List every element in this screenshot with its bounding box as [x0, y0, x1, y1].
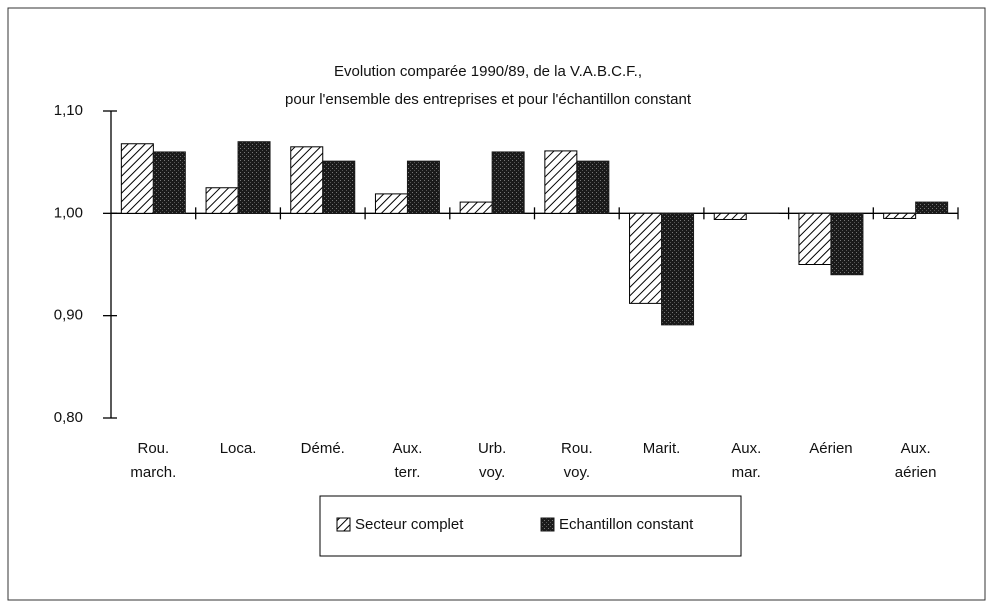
x-tick-label-line: mar.: [732, 464, 761, 481]
x-tick-label-line: Rou.: [561, 440, 593, 457]
bar: [576, 160, 610, 214]
x-tick-label: Aux. terr.: [392, 440, 422, 481]
legend-swatch: [540, 517, 555, 532]
chart-title: pour l'ensemble des entreprises et pour …: [285, 91, 692, 108]
bar: [152, 151, 186, 214]
x-tick-label-line: Démé.: [301, 440, 345, 457]
x-tick-label-line: Rou.: [138, 440, 170, 457]
x-tick-label-line: Urb.: [478, 440, 506, 457]
bar: [459, 201, 493, 214]
x-tick-label: Démé.: [301, 440, 345, 457]
x-tick-label-line: Aérien: [809, 440, 852, 457]
x-tick-label: Rou. voy.: [561, 440, 593, 481]
bar: [544, 150, 578, 214]
bar: [915, 201, 949, 214]
bar: [120, 143, 154, 214]
x-tick-label-line: aérien: [895, 464, 937, 481]
bar: [290, 146, 324, 214]
x-tick-label-line: Aux.: [392, 440, 422, 457]
x-tick-label: Aérien: [809, 440, 852, 457]
x-tick-label-line: Loca.: [220, 440, 257, 457]
x-tick-label-line: Aux.: [901, 440, 931, 457]
bar: [491, 151, 525, 214]
bar: [629, 212, 663, 304]
x-tick-label: Rou. march.: [130, 440, 176, 481]
bar: [661, 212, 695, 326]
x-tick-label-line: Aux.: [731, 440, 761, 457]
bar: [374, 193, 408, 214]
chart-title: Evolution comparée 1990/89, de la V.A.B.…: [334, 63, 642, 80]
y-tick-label: 0,80: [54, 409, 83, 426]
y-tick-label: 1,00: [54, 204, 83, 221]
bar: [406, 160, 440, 214]
x-tick-label: Loca.: [220, 440, 257, 457]
y-tick-label: 1,10: [54, 102, 83, 119]
y-tick-label: 0,90: [54, 307, 83, 324]
legend-label: Echantillon constant: [559, 516, 694, 533]
x-tick-label: Aux. aérien: [895, 440, 937, 481]
x-tick-label-line: march.: [130, 464, 176, 481]
bar: [205, 187, 239, 214]
x-tick-label: Aux. mar.: [731, 440, 761, 481]
bar: [798, 212, 832, 265]
x-tick-label-line: terr.: [395, 464, 421, 481]
bar: [237, 141, 271, 214]
x-tick-label-line: Marit.: [643, 440, 681, 457]
x-tick-label: Marit.: [643, 440, 681, 457]
bar: [883, 212, 917, 219]
x-tick-label-line: voy.: [479, 464, 505, 481]
legend-box: [319, 495, 742, 557]
bar: [830, 212, 864, 276]
x-tick-label: Urb. voy.: [478, 440, 506, 481]
x-tick-label-line: voy.: [564, 464, 590, 481]
bar: [713, 212, 747, 220]
bar: [322, 160, 356, 214]
legend-label: Secteur complet: [355, 516, 464, 533]
legend-swatch: [336, 517, 351, 532]
